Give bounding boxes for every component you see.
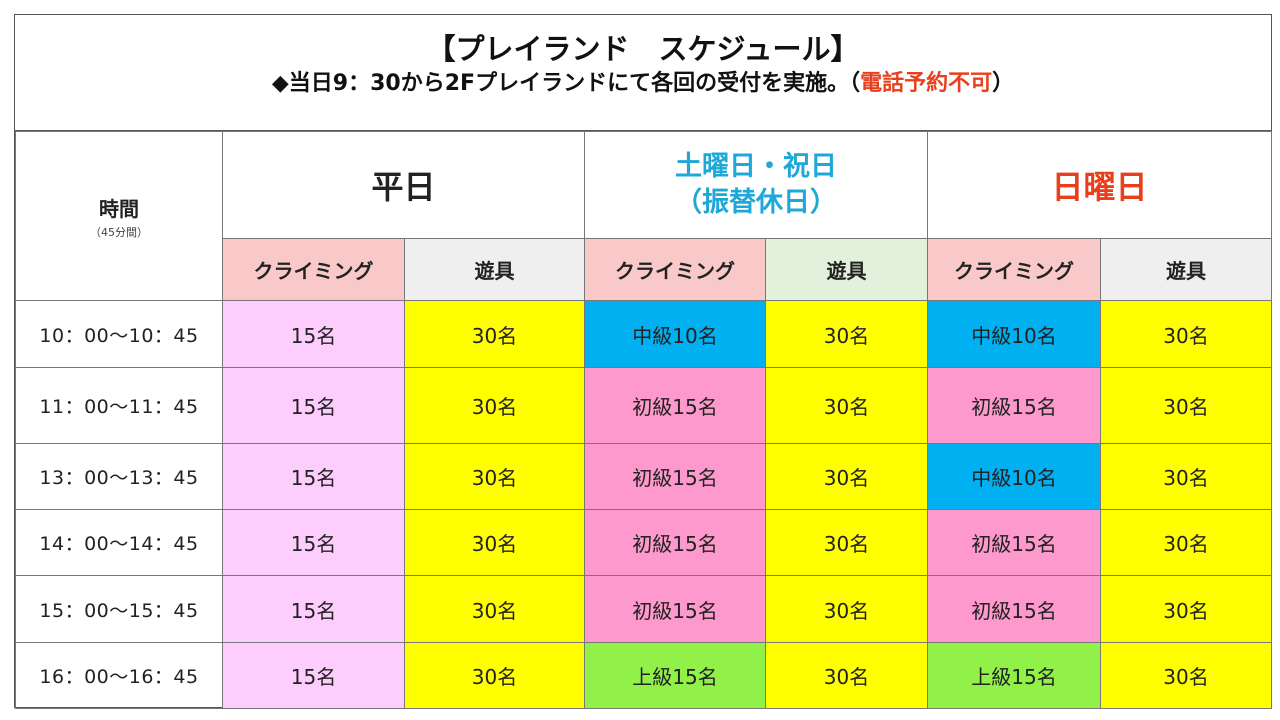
saturday-climbing-cell: 初級15名 xyxy=(584,509,767,576)
saturday-play-cell: 30名 xyxy=(765,443,929,510)
saturday-play-cell: 30名 xyxy=(765,642,929,709)
weekday-climbing-cell: 15名 xyxy=(222,443,405,510)
table-row: 13：00〜13：45 15名 30名 初級15名 30名 中級10名 30名 xyxy=(15,443,1273,510)
sunday-climbing-cell: 初級15名 xyxy=(927,575,1102,643)
saturday-climbing-cell: 上級15名 xyxy=(584,642,767,709)
page-title: 【プレイランド スケジュール】 xyxy=(426,32,860,66)
time-slot: 16：00〜16：45 xyxy=(15,642,223,709)
sunday-climbing-cell: 中級10名 xyxy=(927,300,1102,368)
time-header-note: （45分間） xyxy=(90,225,148,239)
saturday-climbing-cell: 初級15名 xyxy=(584,443,767,510)
saturday-climbing-cell: 初級15名 xyxy=(584,367,767,444)
sunday-play-cell: 30名 xyxy=(1100,642,1273,709)
time-header: 時間 （45分間） xyxy=(15,131,223,301)
header-row-sub: クライミング 遊具 クライミング 遊具 クライミング 遊具 xyxy=(16,238,1273,301)
time-slot: 15：00〜15：45 xyxy=(15,575,223,643)
saturday-header-line2: （振替休日） xyxy=(675,187,838,218)
sunday-climbing-cell: 上級15名 xyxy=(927,642,1102,709)
table-row: 15：00〜15：45 15名 30名 初級15名 30名 初級15名 30名 xyxy=(15,575,1273,643)
table-row: 10：00〜10：45 15名 30名 中級10名 30名 中級10名 30名 xyxy=(15,300,1273,368)
weekday-play-cell: 30名 xyxy=(403,509,586,576)
saturday-climbing-cell: 初級15名 xyxy=(584,575,767,643)
weekday-climbing-cell: 15名 xyxy=(222,575,405,643)
time-header-label: 時間 xyxy=(99,196,139,221)
table-row: 16：00〜16：45 15名 30名 上級15名 30名 上級15名 30名 xyxy=(15,642,1273,709)
table-row: 14：00〜14：45 15名 30名 初級15名 30名 初級15名 30名 xyxy=(15,509,1273,576)
table-row: 11：00〜11：45 15名 30名 初級15名 30名 初級15名 30名 xyxy=(15,367,1273,444)
weekday-play-header: 遊具 xyxy=(403,238,586,301)
weekday-climbing-cell: 15名 xyxy=(222,642,405,709)
weekday-climbing-cell: 15名 xyxy=(222,300,405,368)
time-slot: 13：00〜13：45 xyxy=(15,443,223,510)
saturday-climbing-header: クライミング xyxy=(584,238,767,301)
weekday-header: 平日 xyxy=(221,131,586,239)
saturday-play-cell: 30名 xyxy=(765,300,929,368)
sunday-header: 日曜日 xyxy=(927,131,1273,239)
schedule-table: 時間 （45分間） 平日 土曜日・祝日 （振替休日） 日曜日 クライミング 遊具… xyxy=(15,131,1273,709)
sunday-climbing-cell: 中級10名 xyxy=(927,443,1102,510)
sunday-play-header: 遊具 xyxy=(1100,238,1273,301)
sunday-climbing-cell: 初級15名 xyxy=(927,367,1102,444)
sunday-climbing-cell: 初級15名 xyxy=(927,509,1102,576)
weekday-climbing-cell: 15名 xyxy=(222,367,405,444)
time-slot: 11：00〜11：45 xyxy=(15,367,223,444)
sunday-play-cell: 30名 xyxy=(1100,509,1273,576)
weekday-play-cell: 30名 xyxy=(403,300,586,368)
saturday-play-cell: 30名 xyxy=(765,367,929,444)
saturday-holiday-header: 土曜日・祝日 （振替休日） xyxy=(584,131,929,239)
header-row-top: 時間 （45分間） 平日 土曜日・祝日 （振替休日） 日曜日 xyxy=(15,131,1273,301)
subtitle-end: ） xyxy=(992,71,1015,96)
weekday-climbing-header: クライミング xyxy=(222,238,405,301)
saturday-climbing-cell: 中級10名 xyxy=(584,300,767,368)
sunday-play-cell: 30名 xyxy=(1100,300,1273,368)
time-slot: 10：00〜10：45 xyxy=(15,300,223,368)
page-subtitle: ◆当日9：30から2Fプレイランドにて各回の受付を実施。（電話予約不可） xyxy=(15,69,1271,99)
time-slot: 14：00〜14：45 xyxy=(15,509,223,576)
subtitle-main: ◆当日9：30から2Fプレイランドにて各回の受付を実施。（ xyxy=(271,71,861,96)
weekday-play-cell: 30名 xyxy=(403,575,586,643)
saturday-play-cell: 30名 xyxy=(765,575,929,643)
subtitle-warning: 電話予約不可 xyxy=(860,71,993,96)
sunday-play-cell: 30名 xyxy=(1100,443,1273,510)
weekday-play-cell: 30名 xyxy=(403,443,586,510)
title-box: 【プレイランド スケジュール】 ◆当日9：30から2Fプレイランドにて各回の受付… xyxy=(15,15,1271,131)
sunday-play-cell: 30名 xyxy=(1100,575,1273,643)
saturday-play-header: 遊具 xyxy=(765,238,929,301)
sunday-climbing-header: クライミング xyxy=(927,238,1102,301)
weekday-play-cell: 30名 xyxy=(403,367,586,444)
weekday-climbing-cell: 15名 xyxy=(222,509,405,576)
saturday-header-line1: 土曜日・祝日 xyxy=(675,151,838,182)
schedule-frame: 【プレイランド スケジュール】 ◆当日9：30から2Fプレイランドにて各回の受付… xyxy=(14,14,1273,709)
sunday-play-cell: 30名 xyxy=(1100,367,1273,444)
weekday-play-cell: 30名 xyxy=(403,642,586,709)
saturday-play-cell: 30名 xyxy=(765,509,929,576)
